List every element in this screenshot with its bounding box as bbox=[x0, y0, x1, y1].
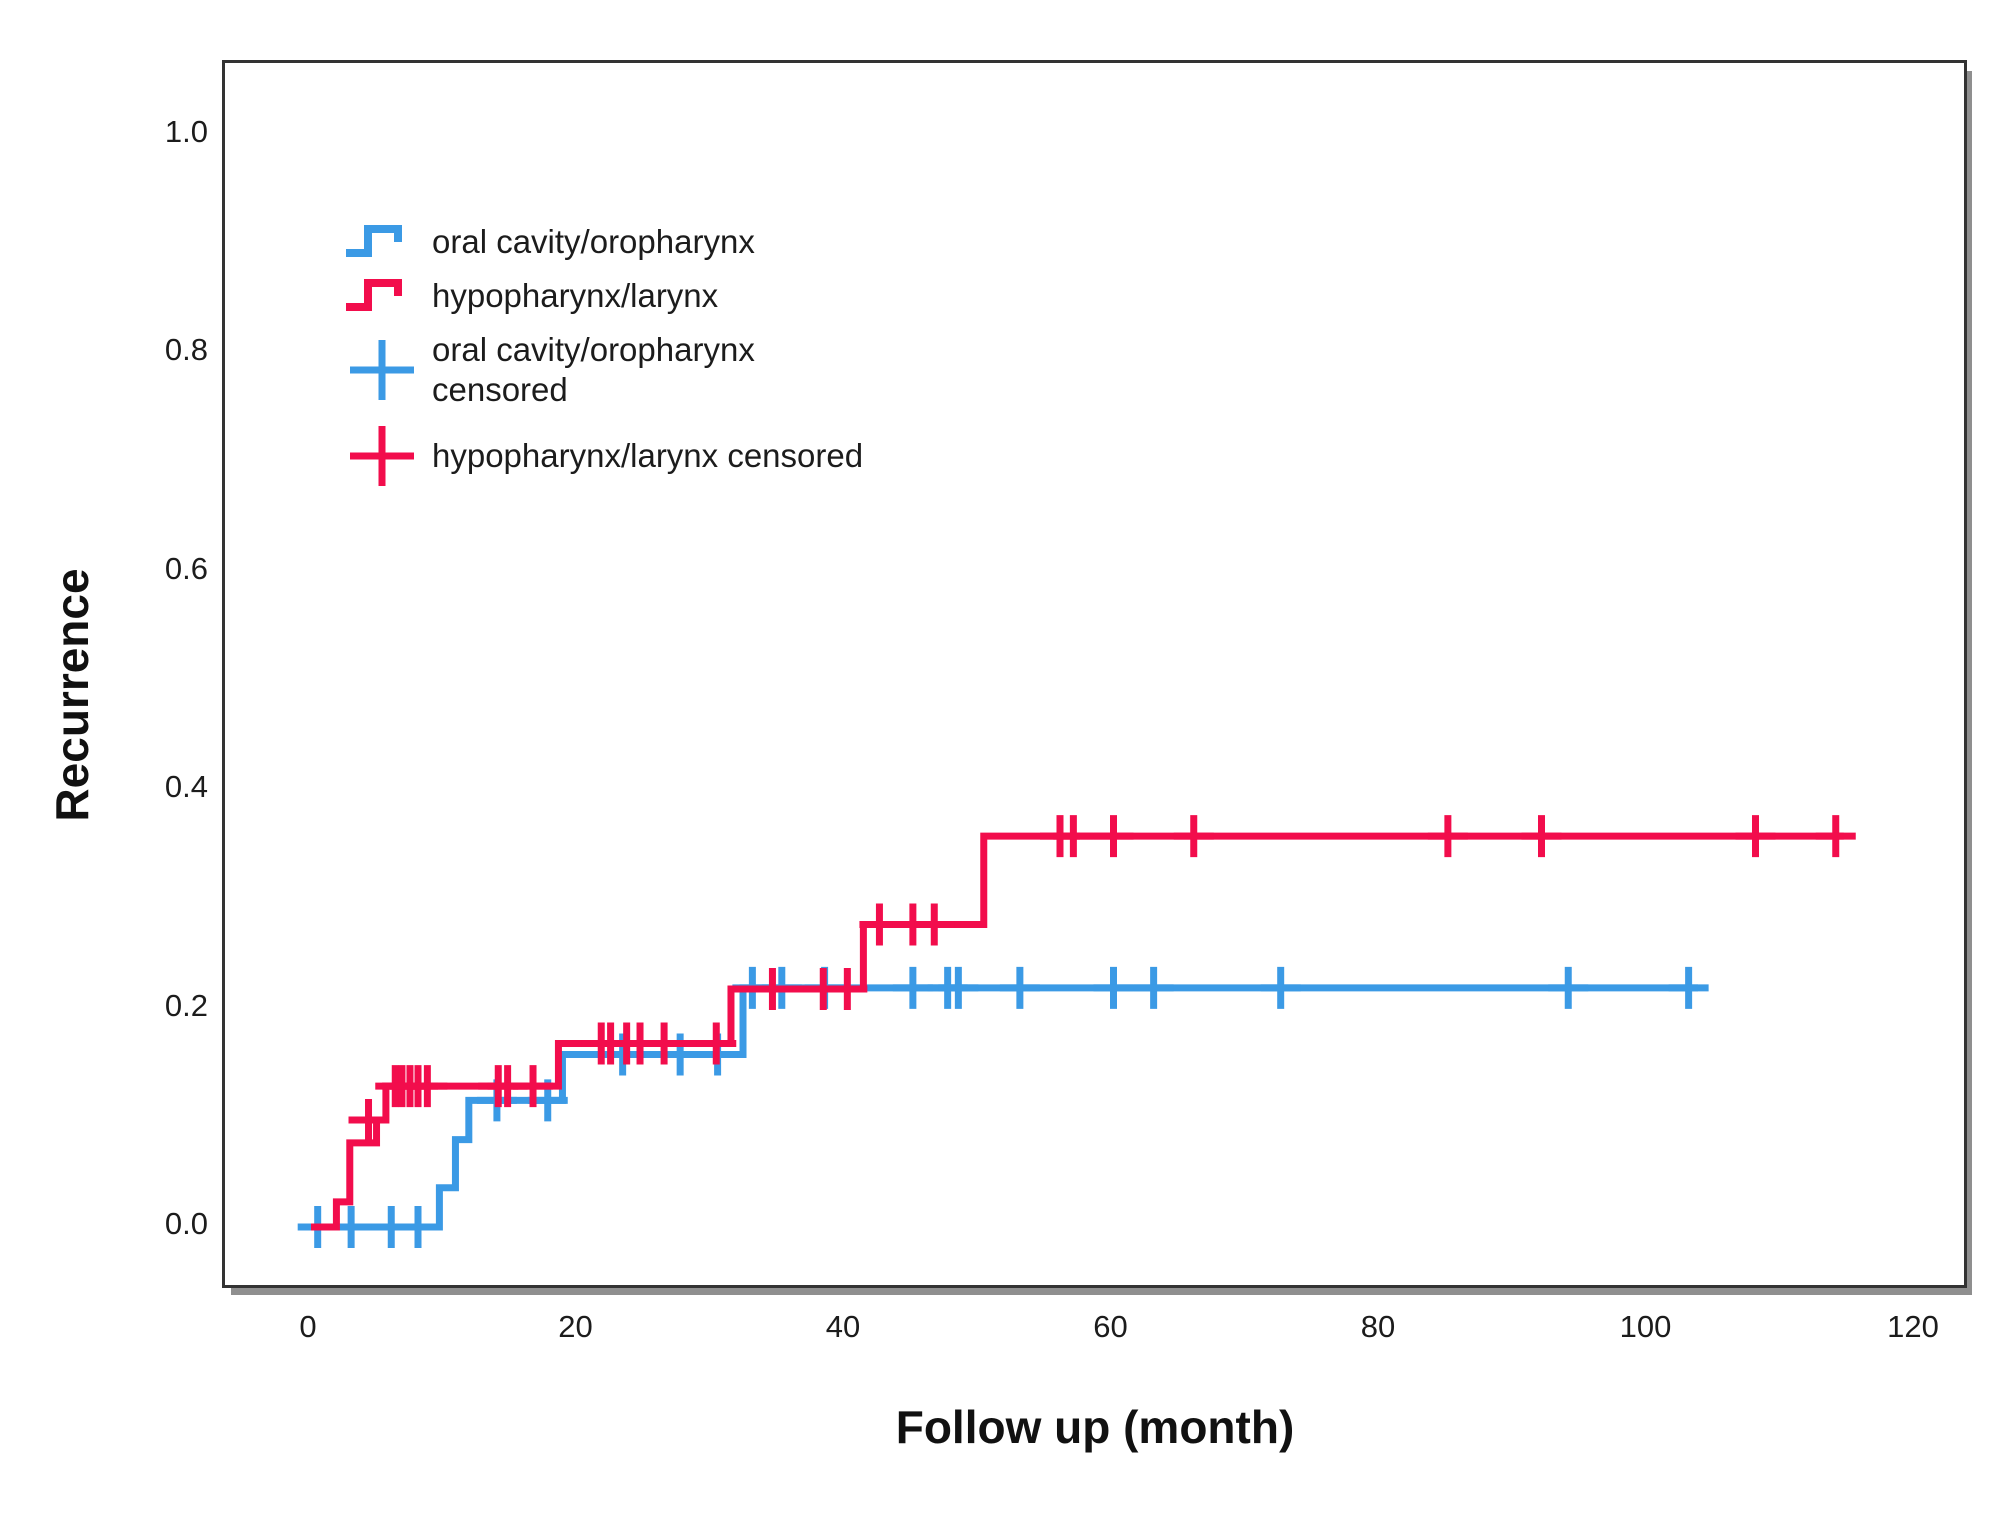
legend-label: hypopharynx/larynx censored bbox=[432, 437, 864, 474]
legend-censor-plus-icon bbox=[350, 340, 414, 400]
series-hypopharynx-larynx-curve bbox=[311, 832, 1844, 1231]
legend-item-oral-cavity-oropharynx-censored: oral cavity/oropharynx censored bbox=[344, 326, 755, 414]
legend-step-line-icon bbox=[346, 225, 402, 257]
y-tick-label: 1.0 bbox=[164, 114, 208, 149]
y-tick-label: 0.2 bbox=[164, 987, 208, 1023]
x-tick-label: 60 bbox=[1093, 1309, 1128, 1344]
x-tick-label: 80 bbox=[1360, 1309, 1396, 1344]
x-tick-label: 100 bbox=[1619, 1309, 1672, 1344]
legend-step-line-icon bbox=[346, 279, 402, 311]
series-oral-cavity-oropharynx-censor-marks bbox=[297, 966, 1709, 1248]
legend-label: hypopharynx/larynx bbox=[432, 277, 719, 314]
legend-item-oral-cavity-oropharynx: oral cavity/oropharynx bbox=[344, 218, 755, 266]
x-tick-label: 40 bbox=[825, 1309, 861, 1344]
x-axis-title: Follow up (month) bbox=[895, 1401, 1295, 1453]
y-tick-label: 0.4 bbox=[164, 769, 208, 805]
legend-item-hypopharynx-larynx: hypopharynx/larynx bbox=[344, 272, 718, 320]
y-tick-label: 0.6 bbox=[164, 550, 208, 586]
x-tick-label: 0 bbox=[299, 1309, 317, 1344]
curves-svg bbox=[297, 815, 1856, 1248]
series-oral-cavity-oropharynx-curve bbox=[311, 984, 1698, 1231]
x-tick-label: 120 bbox=[1887, 1309, 1939, 1344]
y-tick-label: 0.8 bbox=[164, 332, 208, 368]
legend-censor-plus-icon bbox=[350, 426, 414, 486]
legend-item-hypopharynx-larynx-censored: hypopharynx/larynx censored bbox=[344, 426, 864, 486]
plot-area bbox=[222, 60, 1967, 1288]
y-tick-label: 0.0 bbox=[164, 1206, 208, 1241]
series-hypopharynx-larynx-censor-marks bbox=[348, 815, 1856, 1141]
legend-label: oral cavity/oropharynx bbox=[432, 223, 755, 260]
x-tick-label: 20 bbox=[558, 1309, 593, 1344]
legend-label: oral cavity/oropharynx censored bbox=[432, 331, 755, 408]
